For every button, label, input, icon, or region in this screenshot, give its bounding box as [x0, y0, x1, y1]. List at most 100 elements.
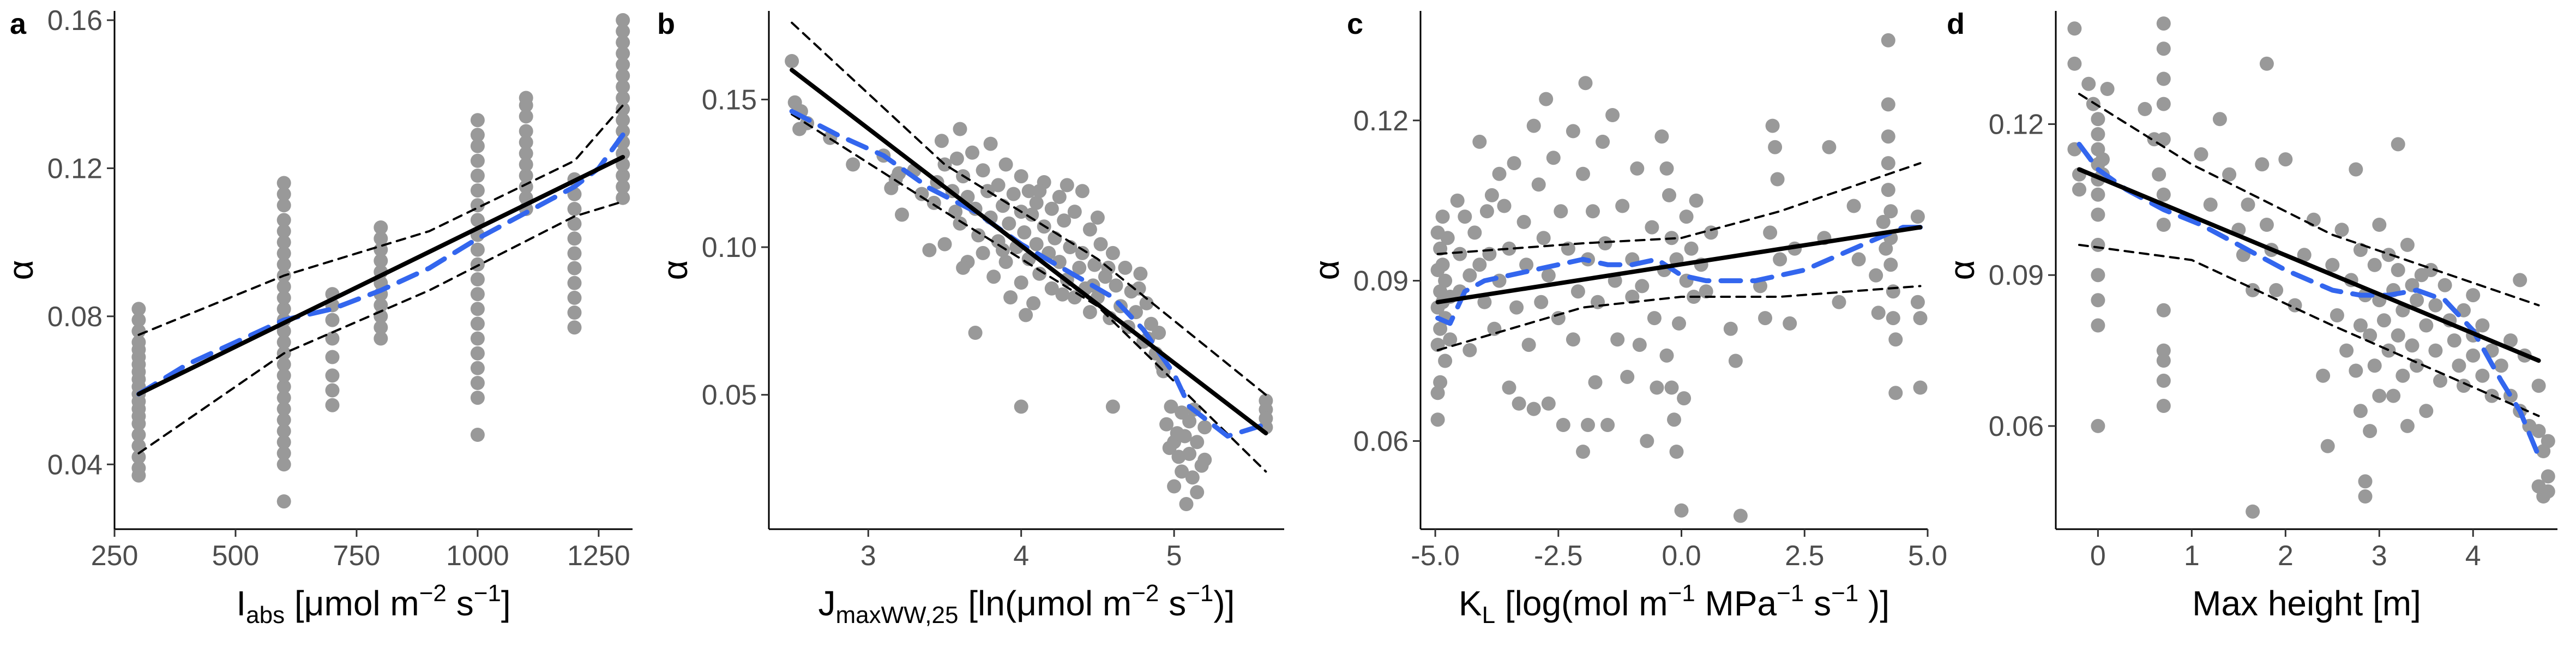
- data-point: [276, 198, 291, 213]
- data-point: [2325, 257, 2340, 272]
- data-point: [1082, 222, 1097, 237]
- x-axis-title-text: [μmol m: [285, 584, 419, 623]
- data-point: [616, 35, 630, 50]
- data-point: [470, 183, 485, 198]
- data-point: [470, 153, 485, 168]
- data-point: [1846, 199, 1861, 213]
- data-point: [1534, 295, 1549, 309]
- y-tick-label: 0.06: [1353, 426, 1409, 457]
- data-point: [276, 257, 291, 272]
- fit-line: [790, 68, 1268, 436]
- data-point: [1539, 92, 1554, 106]
- data-point: [1659, 161, 1674, 176]
- panel-letter: b: [657, 8, 675, 40]
- data-point: [2194, 147, 2208, 161]
- data-point: [1438, 273, 1453, 288]
- data-point: [998, 255, 1013, 269]
- data-point: [325, 331, 340, 346]
- data-point: [2531, 379, 2546, 393]
- data-point: [2212, 112, 2227, 127]
- data-point: [131, 324, 146, 338]
- data-point: [2259, 218, 2274, 232]
- data-point: [1440, 231, 1455, 245]
- x-axis-title-text: s: [1804, 584, 1831, 623]
- data-point: [2152, 167, 2166, 182]
- data-point: [1082, 305, 1097, 320]
- data-point: [2437, 278, 2452, 292]
- data-point: [1118, 260, 1133, 275]
- data-point: [470, 128, 485, 142]
- data-point: [1674, 503, 1689, 518]
- data-point: [1032, 184, 1047, 199]
- data-point: [470, 428, 485, 442]
- data-point: [2156, 97, 2171, 111]
- data-point: [1105, 245, 1120, 260]
- x-axis-title-main: I: [236, 584, 246, 623]
- data-point: [2396, 368, 2410, 383]
- data-point: [616, 179, 630, 194]
- data-point: [616, 80, 630, 94]
- data-point: [1435, 209, 1450, 224]
- loess-line: [2077, 141, 2542, 459]
- data-point: [953, 122, 967, 136]
- data-point: [1763, 225, 1778, 240]
- data-point: [1014, 275, 1028, 290]
- data-point: [965, 145, 979, 160]
- data-point: [1430, 412, 1445, 427]
- x-axis-title-superscript: −1: [1186, 580, 1213, 607]
- data-point: [276, 335, 291, 350]
- data-point: [2081, 76, 2096, 91]
- data-point: [276, 246, 291, 261]
- x-axis-title-text: ]: [501, 584, 511, 623]
- data-point: [2400, 237, 2415, 252]
- data-point: [1433, 321, 1448, 336]
- data-point: [276, 302, 291, 316]
- data-point: [1881, 129, 1895, 144]
- data-point: [616, 91, 630, 105]
- data-point: [131, 302, 146, 316]
- data-point: [470, 316, 485, 331]
- data-point: [2091, 112, 2105, 127]
- data-point: [971, 228, 986, 243]
- data-point: [1913, 311, 1928, 326]
- data-point: [1139, 296, 1154, 310]
- data-point: [1883, 204, 1898, 219]
- data-point: [1881, 33, 1895, 47]
- data-point: [2419, 318, 2434, 333]
- data-point: [616, 57, 630, 72]
- data-point: [1067, 205, 1082, 219]
- data-point: [519, 157, 533, 172]
- data-point: [616, 124, 630, 139]
- data-point: [2386, 388, 2401, 403]
- panel-b: b 3 4 5 0.05 0.10 0.15 α JmaxWW,25 [ln(μmol m−2 …: [655, 8, 1284, 628]
- data-point: [1526, 402, 1541, 416]
- data-point: [1531, 177, 1546, 192]
- data-point: [2372, 388, 2387, 403]
- data-point: [276, 494, 291, 509]
- x-tick-label: 3: [860, 540, 876, 572]
- x-axis-title-superscript: −1: [1831, 580, 1858, 607]
- data-point: [2367, 358, 2382, 373]
- data-point: [325, 350, 340, 364]
- data-point: [1541, 268, 1556, 283]
- data-point: [2091, 318, 2105, 333]
- data-point: [1605, 108, 1620, 122]
- data-point: [567, 202, 582, 216]
- data-point: [276, 224, 291, 238]
- data-point: [1044, 201, 1059, 216]
- data-point: [1462, 268, 1477, 283]
- data-point: [2241, 197, 2255, 212]
- data-point: [616, 190, 630, 205]
- data-point: [2433, 373, 2447, 388]
- data-point: [1588, 375, 1603, 390]
- data-point: [2222, 167, 2237, 182]
- data-point: [846, 157, 860, 172]
- data-point: [1728, 354, 1743, 368]
- data-point: [2091, 268, 2105, 283]
- y-axis-title: α: [1942, 260, 1982, 280]
- data-point: [519, 146, 533, 161]
- data-point: [1430, 386, 1445, 400]
- data-point: [1052, 190, 1067, 204]
- data-point: [1556, 418, 1570, 432]
- x-axis-title-text: s: [1159, 584, 1186, 623]
